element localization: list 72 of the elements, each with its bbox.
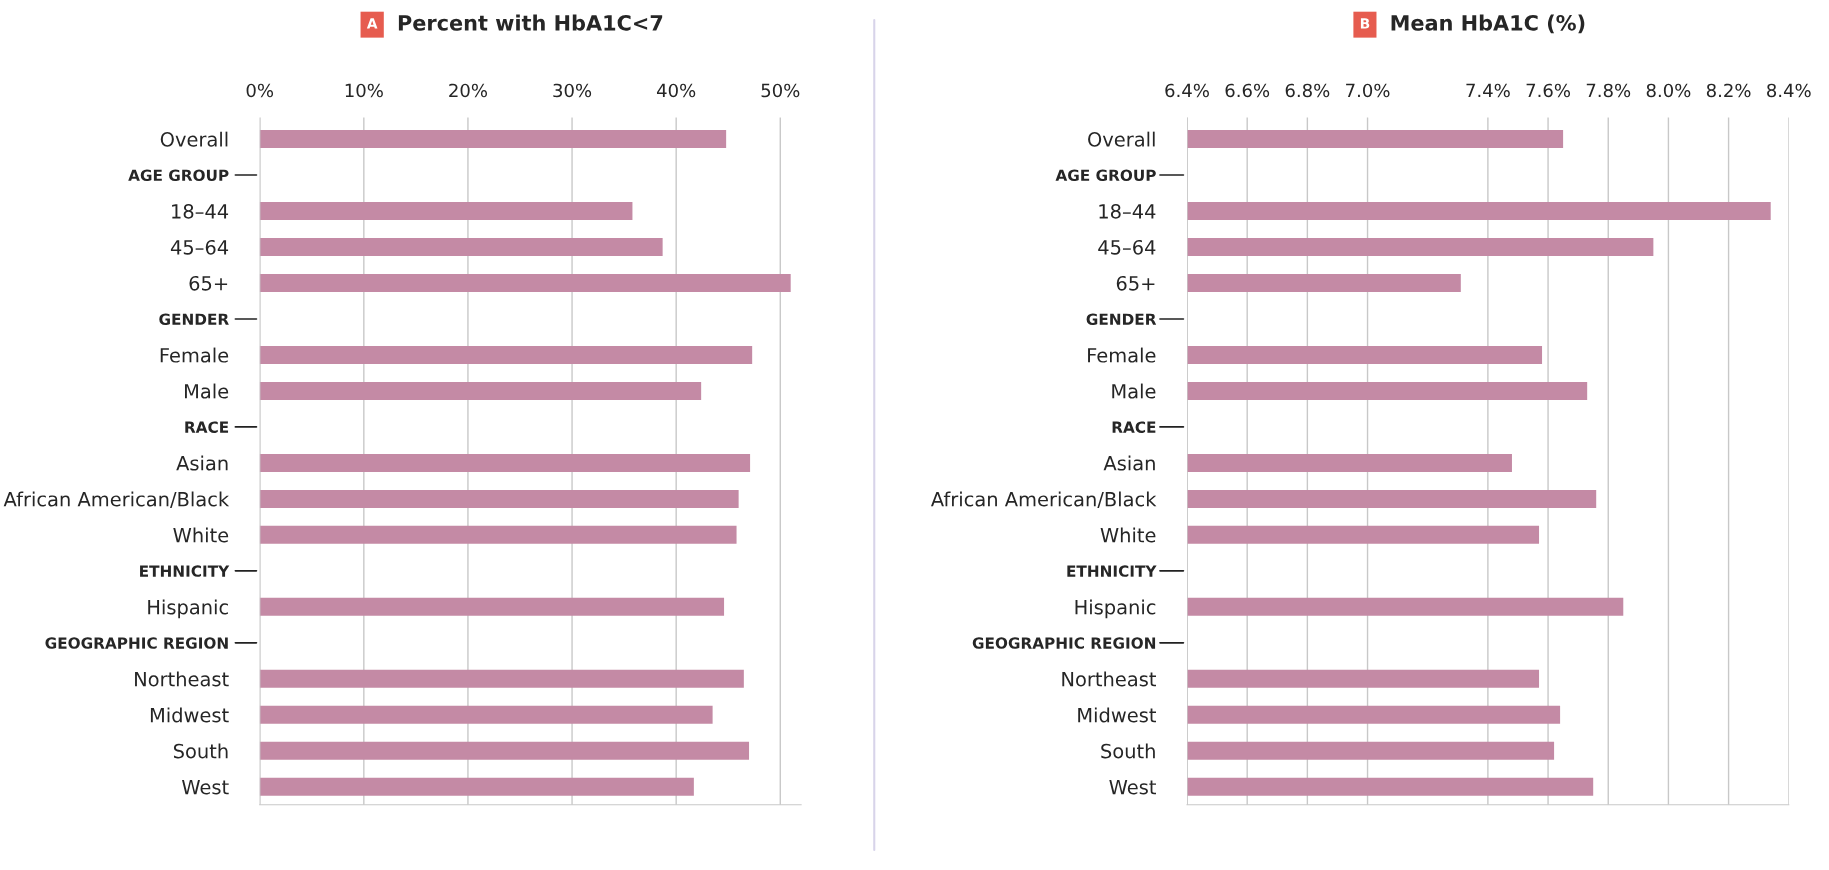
chart-title: Percent with HbA1C<7	[398, 14, 663, 31]
y-tick-label: AGE GROUP	[128, 169, 229, 182]
x-tick-label: 6.8%	[1285, 83, 1330, 98]
text: A	[366, 18, 378, 29]
bar	[259, 777, 694, 796]
y-tick-label: Male	[1112, 383, 1156, 399]
bar	[259, 525, 737, 544]
y-tick-label: South	[173, 743, 228, 759]
y-tick-label: GENDER	[159, 313, 229, 325]
y-tick-label: RACE	[185, 421, 229, 433]
x-tick-label: 7.8%	[1586, 83, 1631, 98]
y-tick-label: White	[173, 527, 229, 543]
y-tick-label: Asian	[1103, 455, 1155, 471]
y-tick-label: African American/Black	[3, 491, 230, 509]
x-tick-label: 50%	[761, 83, 800, 98]
y-tick-label: Male	[185, 383, 229, 399]
y-tick-label: ETHNICITY	[1067, 565, 1157, 577]
y-tick-label: GEOGRAPHIC REGION	[972, 637, 1156, 649]
y-tick-label: West	[1109, 779, 1156, 795]
chart-title: Mean HbA1C (%)	[1391, 14, 1585, 34]
y-tick-label: 18–44	[172, 203, 229, 219]
y-tick-label: Overall	[160, 131, 228, 147]
x-tick-label: 30%	[553, 83, 592, 98]
bar	[259, 741, 750, 760]
y-tick-label: Female	[160, 347, 229, 363]
bar	[259, 705, 713, 724]
x-tick-label: 6.4%	[1165, 83, 1209, 98]
y-tick-label: 18–44	[1099, 203, 1156, 219]
text: B	[1360, 18, 1370, 29]
y-tick-label: Midwest	[1078, 707, 1156, 723]
bar	[259, 597, 725, 616]
y-tick-label: 65+	[1116, 275, 1155, 291]
y-tick-label: 45–64	[170, 239, 229, 255]
bar	[259, 202, 633, 221]
y-tick-label: 45–64	[1098, 239, 1156, 255]
y-tick-label: GENDER	[1086, 313, 1157, 325]
x-tick-label: 20%	[449, 83, 488, 98]
x-tick-label: 8.0%	[1646, 83, 1691, 98]
y-tick-label: RACE	[1112, 421, 1156, 433]
y-tick-label: Overall	[1088, 131, 1155, 147]
y-tick-label: West	[182, 779, 229, 795]
x-tick-label: 0%	[246, 83, 274, 98]
x-tick-label: 7.6%	[1526, 83, 1570, 98]
x-tick-label: 10%	[345, 83, 383, 98]
x-tick-label: 40%	[656, 83, 696, 98]
x-tick-label: 8.2%	[1706, 83, 1751, 98]
y-tick-label: Northeast	[135, 671, 229, 687]
y-tick-label: GEOGRAPHIC REGION	[45, 637, 228, 649]
y-tick-label: South	[1101, 743, 1155, 759]
y-tick-label: Midwest	[150, 707, 229, 723]
bar	[259, 238, 663, 256]
x-tick-label: 6.6%	[1225, 83, 1270, 98]
y-tick-label: Hispanic	[1075, 599, 1156, 619]
bar	[259, 453, 751, 472]
y-tick-label: Asian	[176, 455, 228, 471]
y-tick-label: Female	[1088, 347, 1156, 363]
y-tick-label: Hispanic	[148, 599, 228, 619]
y-tick-label: AGE GROUP	[1055, 169, 1156, 182]
bar	[259, 489, 739, 508]
y-tick-label: 65+	[189, 275, 228, 291]
bar	[259, 130, 727, 149]
y-tick-label: African American/Black	[930, 491, 1157, 509]
y-tick-label: Northeast	[1062, 671, 1156, 687]
bar	[259, 345, 753, 364]
x-tick-label: 7.4%	[1466, 83, 1510, 98]
y-tick-label: ETHNICITY	[140, 565, 230, 577]
bar	[259, 381, 702, 400]
y-tick-label: White	[1100, 527, 1156, 543]
bar	[259, 273, 791, 292]
x-tick-label: 7.0%	[1346, 83, 1390, 98]
bar	[259, 669, 744, 688]
x-tick-label: 8.4%	[1767, 83, 1811, 98]
